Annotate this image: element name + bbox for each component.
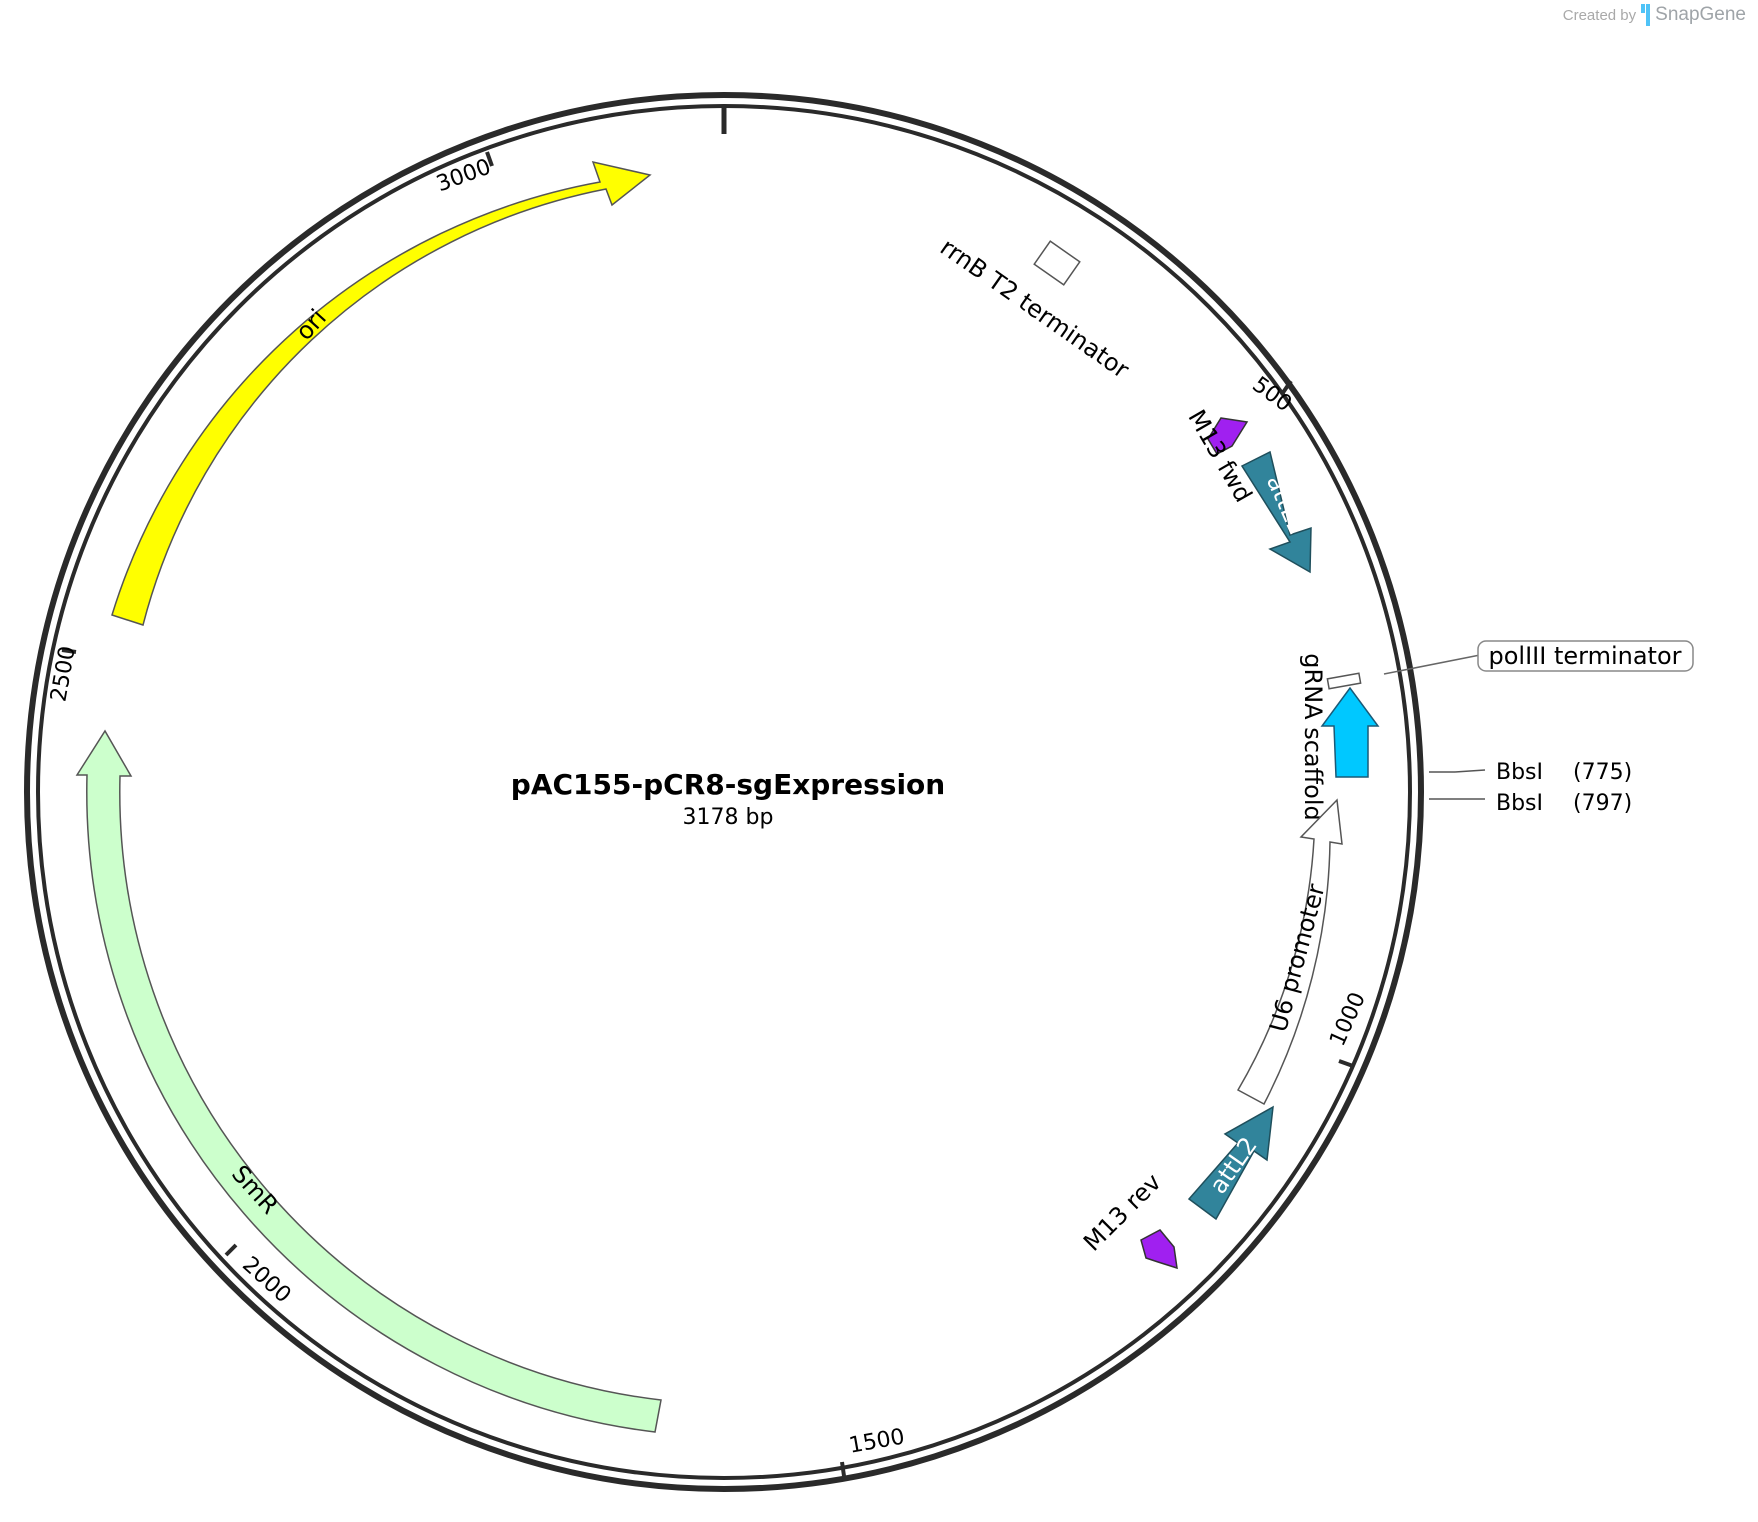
feature-polIII-terminator[interactable]: polIII terminator — [1326, 640, 1694, 690]
feature-gRNA-scaffold[interactable]: gRNA scaffold — [1299, 653, 1380, 821]
M13-rev-arrow — [1140, 1229, 1178, 1270]
BbsI-797-position: (797) — [1573, 791, 1632, 816]
ori-arrow — [111, 160, 652, 626]
BbsI-797-name: BbsI — [1496, 791, 1543, 816]
BbsI-775-leader-ext — [1454, 769, 1486, 773]
attL2-label: attL2 — [1204, 1132, 1263, 1199]
attL2-arrow — [1187, 1105, 1274, 1221]
polIII-terminator-leader — [1383, 654, 1481, 675]
feature-attL1[interactable]: attL1 — [1240, 450, 1312, 574]
feature-U6-promoter[interactable]: U6 promoter — [1236, 798, 1343, 1106]
rrnB-T2-terminator-label: rrnB T2 terminator — [935, 233, 1134, 384]
created-by-text: Created by — [1562, 6, 1637, 24]
enzyme-site-BbsI-775[interactable]: BbsI (775) — [1429, 760, 1632, 785]
polIII-terminator-box — [1326, 672, 1362, 690]
feature-ori[interactable]: ori — [111, 160, 652, 626]
gRNA-scaffold-arrow — [1320, 686, 1380, 778]
feature-M13-rev[interactable]: M13 rev — [1078, 1168, 1178, 1270]
SmR-arrow — [75, 729, 662, 1433]
feature-SmR[interactable]: SmR — [75, 729, 662, 1433]
tick-1000: 1000 — [1325, 989, 1371, 1068]
snapgene-logo-icon — [1641, 4, 1651, 26]
snapgene-logo-text: SnapGene — [1655, 4, 1746, 25]
backbone-outer — [24, 92, 1424, 1492]
feature-M13-fwd[interactable]: M13 fwd — [1182, 405, 1257, 507]
BbsI-775-name: BbsI — [1496, 760, 1543, 785]
U6-promoter-label: U6 promoter — [1264, 881, 1330, 1035]
BbsI-775-position: (775) — [1573, 760, 1632, 785]
plasmid-name: pAC155-pCR8-sgExpression — [511, 768, 945, 801]
snapgene-branding: Created by SnapGene — [1563, 4, 1746, 26]
enzyme-site-BbsI-797[interactable]: BbsI (797) — [1429, 791, 1632, 816]
tick-label-3000: 3000 — [433, 155, 494, 198]
polIII-terminator-callout — [1477, 640, 1694, 672]
plasmid-length: 3178 bp — [683, 805, 774, 830]
feature-rrnB-T2-terminator[interactable]: rrnB T2 terminator — [935, 233, 1134, 384]
rrnB-T2-terminator-box — [1033, 240, 1081, 286]
gRNA-scaffold-label: gRNA scaffold — [1299, 653, 1327, 820]
U6-promoter-arrow — [1236, 798, 1343, 1106]
polIII-terminator-label: polIII terminator — [1489, 642, 1682, 670]
M13-fwd-arrow — [1207, 417, 1249, 455]
attL1-arrow — [1240, 450, 1312, 574]
feature-attL2[interactable]: attL2 — [1187, 1105, 1274, 1221]
